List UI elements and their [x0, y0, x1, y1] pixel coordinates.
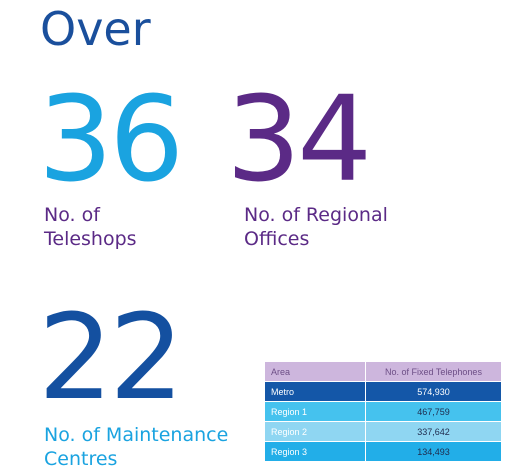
table-header-row: Area No. of Fixed Telephones	[264, 361, 502, 382]
table-cell-area: Region 3	[264, 441, 366, 462]
table-cell-count: 337,642	[365, 421, 502, 442]
maintenance-centres-label-line1: No. of Maintenance	[44, 424, 229, 446]
table-cell-count: 574,930	[365, 381, 502, 402]
table-header-count: No. of Fixed Telephones	[365, 361, 502, 382]
table-row: Region 3 134,493	[264, 441, 502, 462]
teleshops-count: 36	[38, 70, 184, 208]
maintenance-centres-count: 22	[38, 288, 184, 426]
regional-offices-label-line2: Offices	[244, 228, 310, 250]
teleshops-label-line2: Teleshops	[44, 228, 137, 250]
table-cell-area: Region 2	[264, 421, 366, 442]
table-header-area: Area	[264, 361, 366, 382]
fixed-telephones-table: Area No. of Fixed Telephones Metro 574,9…	[264, 361, 502, 462]
table-cell-area: Metro	[264, 381, 366, 402]
regional-offices-count: 34	[226, 70, 372, 208]
table-row: Metro 574,930	[264, 381, 502, 402]
teleshops-label: No. of Teleshops	[44, 203, 194, 251]
headline-over: Over	[40, 2, 151, 56]
teleshops-label-line1: No. of	[44, 204, 100, 226]
table-cell-area: Region 1	[264, 401, 366, 422]
table-row: Region 1 467,759	[264, 401, 502, 422]
table-row: Region 2 337,642	[264, 421, 502, 442]
table-cell-count: 134,493	[365, 441, 502, 462]
table-cell-count: 467,759	[365, 401, 502, 422]
regional-offices-label-line1: No. of Regional	[244, 204, 388, 226]
maintenance-centres-label: No. of Maintenance Centres	[44, 423, 274, 471]
regional-offices-label: No. of Regional Offices	[244, 203, 444, 251]
maintenance-centres-label-line2: Centres	[44, 448, 118, 470]
